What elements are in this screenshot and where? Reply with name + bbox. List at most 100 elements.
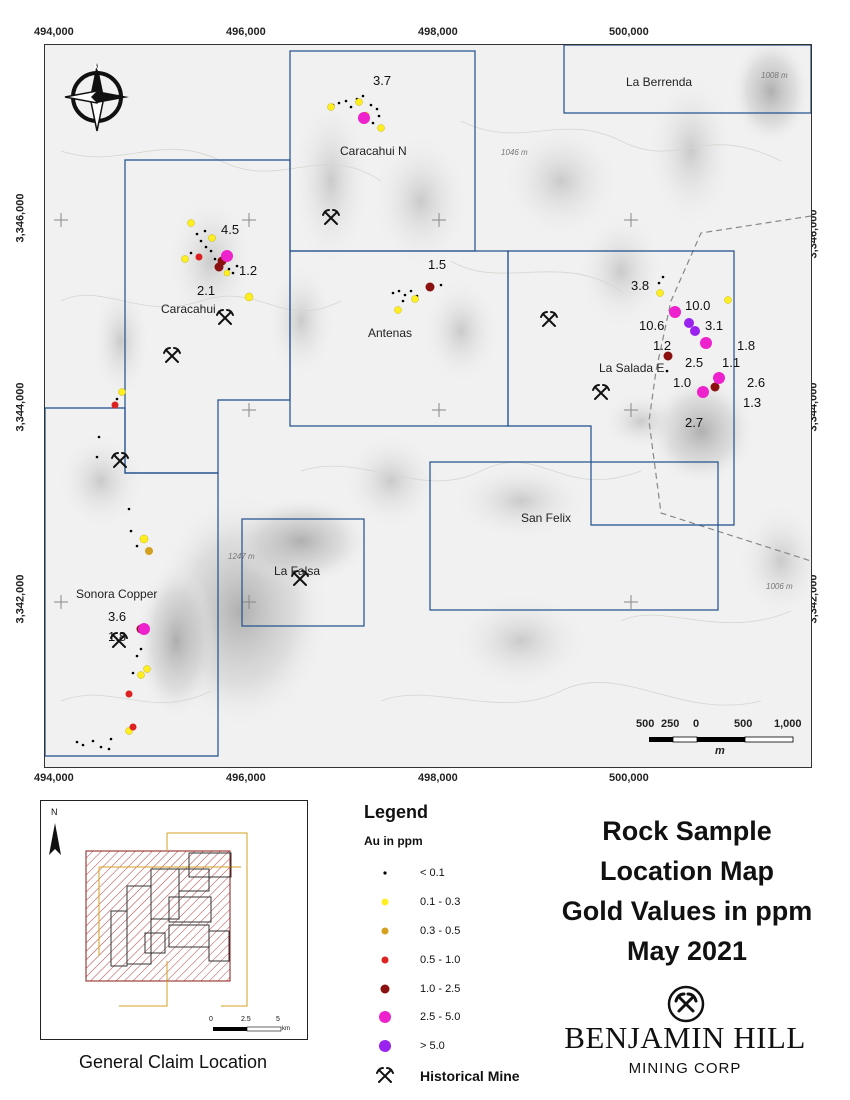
x-tick-top-496000: 496,000 xyxy=(226,26,266,38)
inset-north-arrow xyxy=(49,823,61,855)
sample-value-label: 3.8 xyxy=(631,278,650,293)
y-tick-left-3344000: 3,344,000 xyxy=(14,382,27,432)
title-line-1: Rock Sample xyxy=(602,816,772,846)
claim-label-caracahui: Caracahui xyxy=(161,302,216,316)
title-line-4: May 2021 xyxy=(626,936,748,966)
claim-label-san-felix: San Felix xyxy=(521,511,572,525)
legend-item: 0.5 - 1.0 xyxy=(370,951,570,969)
samples-2.5-5.0 xyxy=(138,112,725,635)
scale-label: 250 xyxy=(661,718,680,730)
legend-circle-icon xyxy=(379,1011,391,1023)
inset-canvas xyxy=(49,823,282,1032)
sample-value-label: 10.6 xyxy=(639,318,665,333)
legend-circle-icon xyxy=(380,984,390,994)
legend-item: 1.0 - 2.5 xyxy=(370,980,570,998)
y-tick-left-3346000: 3,346,000 xyxy=(14,193,27,243)
legend-item: < 0.1 xyxy=(370,864,570,882)
pickaxe-icon xyxy=(376,1067,394,1083)
claim-label-la-falsa: La Falsa xyxy=(274,564,321,578)
legend-label: 2.5 - 5.0 xyxy=(420,1011,461,1023)
claim-boundaries xyxy=(45,45,811,757)
scale-unit: m xyxy=(715,745,725,757)
title-line-2: Location Map xyxy=(600,856,774,886)
legend-item: 0.3 - 0.5 xyxy=(370,922,570,940)
legend-item: 2.5 - 5.0 xyxy=(370,1008,570,1026)
x-tick-bottom-494000: 494,000 xyxy=(34,772,74,784)
sample-value-label: 1.1 xyxy=(722,355,741,370)
legend-item: 0.1 - 0.3 xyxy=(370,893,570,911)
elevation-label: 1006 m xyxy=(766,582,793,591)
sample-value-label: 3.6 xyxy=(108,609,127,624)
scale-label: 0 xyxy=(693,718,700,730)
legend-label-mine: Historical Mine xyxy=(420,1068,520,1084)
inset-map: N 0 2.5 5 km xyxy=(40,800,308,1040)
brand-name: BENJAMIN HILL xyxy=(564,1020,806,1055)
sample-value-label: 2.7 xyxy=(685,415,704,430)
grid-crosses xyxy=(54,213,638,609)
legend-label: 0.5 - 1.0 xyxy=(420,954,461,966)
sample-value-label: 3.1 xyxy=(705,318,724,333)
sample-value-label: 1.8 xyxy=(108,629,127,644)
inset-north-label: N xyxy=(51,807,58,817)
samples-above-5.0 xyxy=(684,318,700,336)
sample-value-label: 2.6 xyxy=(747,375,766,390)
x-tick-top-494000: 494,000 xyxy=(34,26,74,38)
legend-circle-icon xyxy=(381,956,389,964)
legend-title: Legend xyxy=(364,802,429,822)
samples-0.5-1.0 xyxy=(111,253,203,731)
legend-label: > 5.0 xyxy=(420,1040,445,1052)
claim-label-la-berrenda: La Berrenda xyxy=(626,75,693,89)
elevation-label: 1046 m xyxy=(501,148,528,157)
legend-item-mine: Historical Mine xyxy=(370,1067,570,1085)
title-line-3: Gold Values in ppm xyxy=(561,896,813,926)
sample-value-label: 1.8 xyxy=(737,338,756,353)
claim-label-caracahui-n: Caracahui N xyxy=(340,144,407,158)
svg-text:N: N xyxy=(94,63,101,73)
claim-label-la-salada-e: La Salada E xyxy=(599,361,665,375)
scale-label: 500 xyxy=(636,718,655,730)
sample-value-label: 10.0 xyxy=(685,298,711,313)
sample-value-label: 2.1 xyxy=(197,283,216,298)
claim-label-sonora-copper: Sonora Copper xyxy=(76,587,158,601)
legend-label: 0.3 - 0.5 xyxy=(420,925,461,937)
x-tick-bottom-496000: 496,000 xyxy=(226,772,266,784)
sample-value-label: 1.2 xyxy=(653,338,672,353)
samples-0.3-0.5 xyxy=(145,547,153,555)
map-canvas: N xyxy=(45,45,811,767)
x-tick-top-500000: 500,000 xyxy=(609,26,649,38)
legend-dot-icon xyxy=(383,871,387,875)
legend-circle-icon xyxy=(381,898,389,906)
legend-label: 0.1 - 0.3 xyxy=(420,896,461,908)
scale-label: 1,000 xyxy=(774,718,802,730)
y-tick-left-3342000: 3,342,000 xyxy=(14,574,27,624)
legend-item: > 5.0 xyxy=(370,1037,570,1055)
sample-value-label: 1.0 xyxy=(673,375,692,390)
historical-mine-symbols xyxy=(110,209,610,648)
sample-value-label: 1.5 xyxy=(428,257,447,272)
sample-value-label: 1.2 xyxy=(239,263,258,278)
sample-value-label: 2.5 xyxy=(685,355,704,370)
scale-label: 500 xyxy=(734,718,753,730)
inset-scale-unit: km xyxy=(282,1026,290,1032)
inset-scale-label: 5 xyxy=(276,1016,280,1023)
elevation-label: 1247 m xyxy=(228,552,255,561)
brand-logo-icon xyxy=(666,984,706,1024)
legend-subtitle: Au in ppm xyxy=(364,834,423,848)
x-tick-top-498000: 498,000 xyxy=(418,26,458,38)
hillshade xyxy=(56,45,811,731)
inset-scale-label: 2.5 xyxy=(241,1016,251,1023)
brand-subtitle: MINING CORP xyxy=(628,1060,742,1077)
legend-circle-icon xyxy=(379,1040,391,1052)
legend-circle-icon xyxy=(381,927,389,935)
sample-value-label: 3.7 xyxy=(373,73,392,88)
contours xyxy=(60,120,792,706)
map-panel[interactable]: N La Berrenda Caracahui N Caracahui Ante… xyxy=(44,44,812,768)
compass-rose: N xyxy=(64,63,129,132)
elevation-label: 1008 m xyxy=(761,71,788,80)
sample-value-label: 4.5 xyxy=(221,222,240,237)
legend-label: < 0.1 xyxy=(420,867,445,879)
x-tick-bottom-498000: 498,000 xyxy=(418,772,458,784)
claim-label-antenas: Antenas xyxy=(368,326,413,340)
inset-caption: General Claim Location xyxy=(78,1052,268,1072)
scale-bar xyxy=(649,736,794,743)
